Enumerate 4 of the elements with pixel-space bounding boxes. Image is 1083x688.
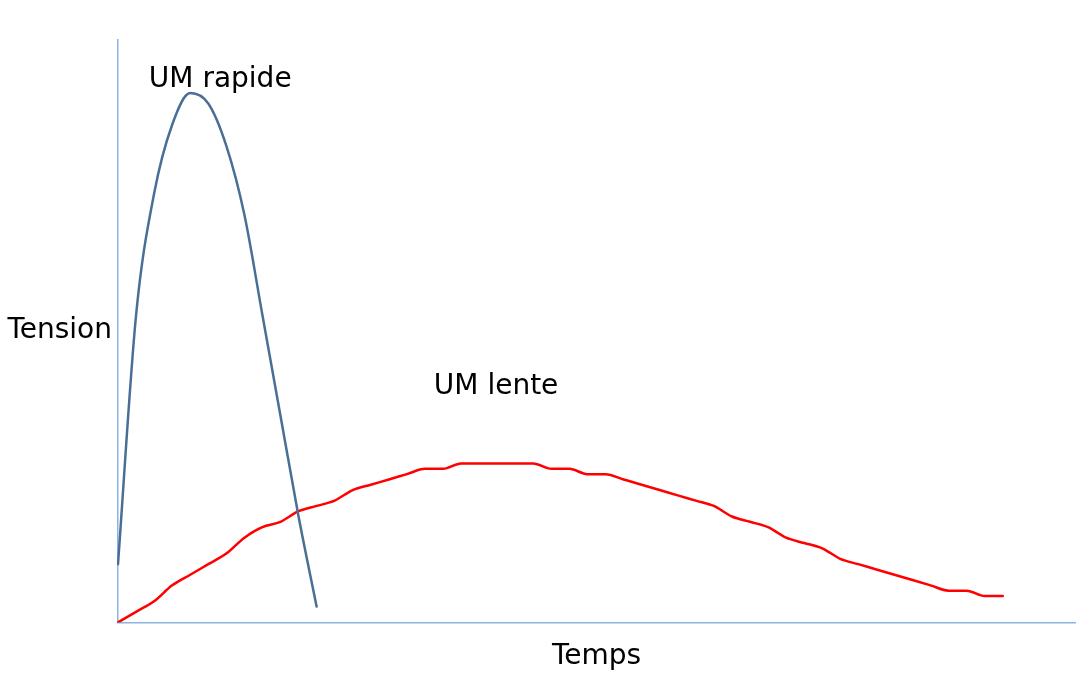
text: UM lente bbox=[433, 367, 559, 401]
y-axis-title: Tension bbox=[6, 312, 112, 346]
x-axis-title: Temps bbox=[550, 638, 642, 672]
series-label: UM rapide bbox=[148, 60, 292, 94]
